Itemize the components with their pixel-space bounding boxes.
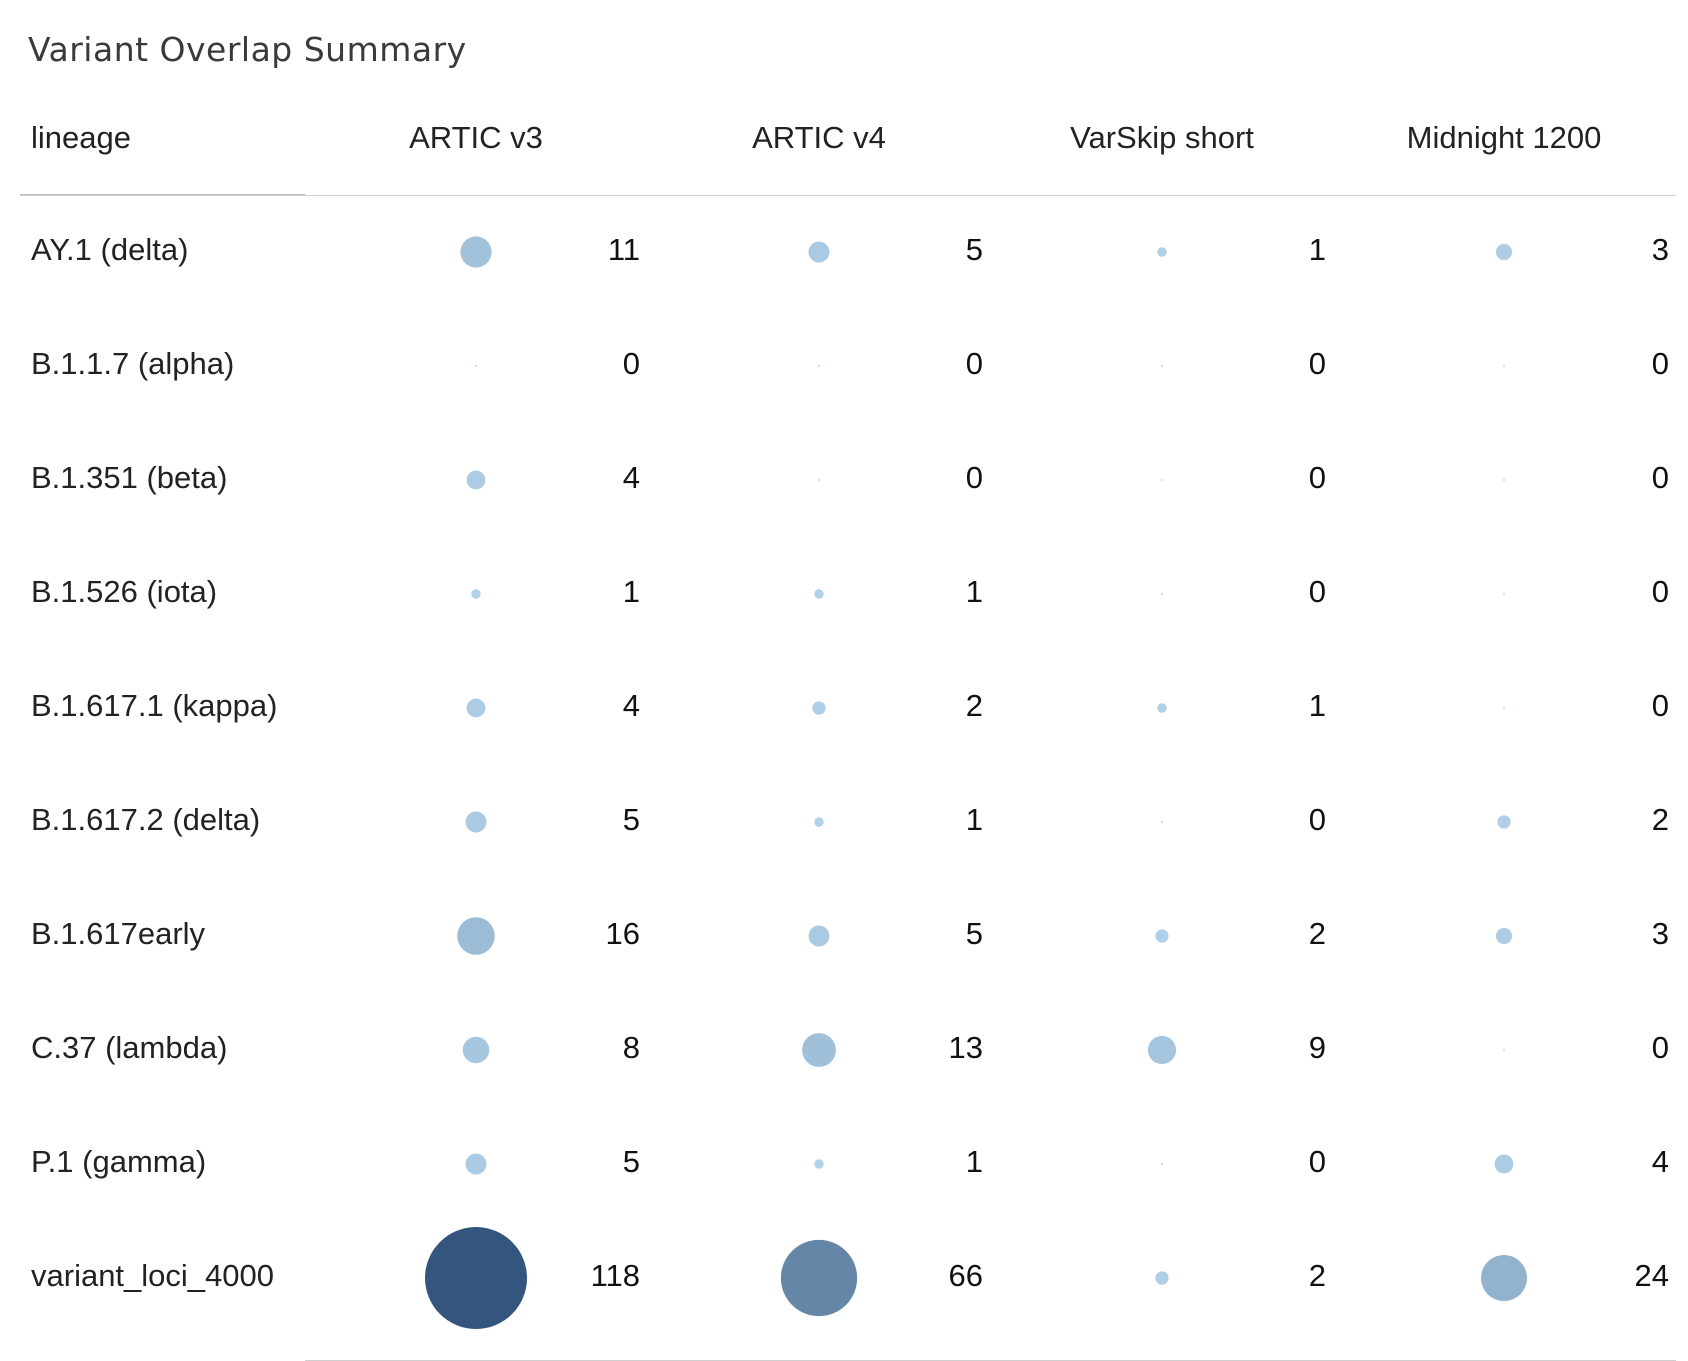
value-label: 1	[1308, 688, 1326, 723]
value-bubble	[817, 364, 821, 368]
value-bubble	[462, 1036, 490, 1064]
value-label: 0	[1651, 688, 1669, 723]
value-label: 11	[607, 232, 640, 267]
value-label: 2	[965, 688, 983, 723]
value-label: 0	[1308, 574, 1326, 609]
value-label: 118	[590, 1258, 640, 1293]
value-label: 0	[1651, 1030, 1669, 1065]
value-bubble	[1497, 815, 1511, 829]
value-bubble	[814, 1159, 824, 1169]
value-label: 0	[1651, 346, 1669, 381]
value-label: 1	[965, 1144, 983, 1179]
value-label: 0	[1308, 346, 1326, 381]
value-label: 0	[1651, 574, 1669, 609]
row-label: B.1.1.7 (alpha)	[31, 346, 235, 381]
value-label: 66	[948, 1258, 983, 1293]
value-label: 1	[1308, 232, 1326, 267]
value-label: 0	[1308, 1144, 1326, 1179]
value-bubble	[1494, 1154, 1514, 1174]
header-lineage: lineage	[31, 120, 131, 155]
value-bubble	[466, 698, 486, 718]
value-label: 16	[605, 916, 640, 951]
value-bubble	[474, 364, 478, 368]
value-bubble	[457, 917, 495, 955]
value-bubble	[465, 811, 487, 833]
value-bubble	[814, 817, 824, 827]
row-label: P.1 (gamma)	[31, 1144, 207, 1179]
value-bubble	[1157, 703, 1167, 713]
value-bubble	[1155, 1271, 1169, 1285]
value-bubble	[1480, 1254, 1528, 1302]
value-bubble	[425, 1227, 527, 1329]
value-bubble	[1495, 927, 1513, 945]
value-bubble	[1502, 592, 1506, 596]
value-label: 8	[622, 1030, 640, 1065]
value-label: 0	[965, 460, 983, 495]
row-label: variant_loci_4000	[31, 1258, 275, 1293]
value-bubble	[1147, 1035, 1177, 1065]
value-bubble	[780, 1239, 858, 1317]
value-label: 3	[1651, 232, 1669, 267]
value-bubble	[1160, 364, 1164, 368]
value-bubble	[466, 470, 486, 490]
value-label: 5	[965, 232, 983, 267]
row-label: B.1.351 (beta)	[31, 460, 228, 495]
value-label: 0	[1308, 802, 1326, 837]
value-bubble	[808, 241, 830, 263]
value-label: 5	[622, 802, 640, 837]
value-bubble	[817, 478, 821, 482]
value-bubble	[802, 1033, 836, 1067]
value-label: 1	[965, 574, 983, 609]
value-label: 0	[965, 346, 983, 381]
value-label: 13	[948, 1030, 983, 1065]
value-bubble	[1157, 247, 1167, 257]
value-label: 3	[1651, 916, 1669, 951]
value-label: 4	[1651, 1144, 1669, 1179]
value-bubble	[1502, 1048, 1506, 1052]
value-label: 0	[622, 346, 640, 381]
value-bubble	[1502, 706, 1506, 710]
value-bubble	[1495, 243, 1513, 261]
value-bubble	[1502, 364, 1506, 368]
value-label: 2	[1308, 1258, 1326, 1293]
value-bubble	[1160, 1162, 1164, 1166]
value-label: 2	[1651, 802, 1669, 837]
value-bubble	[465, 1153, 487, 1175]
header-column: VarSkip short	[1070, 120, 1254, 155]
header-divider-accent	[20, 194, 305, 195]
row-label: B.1.617.2 (delta)	[31, 802, 261, 837]
value-label: 4	[622, 460, 640, 495]
value-label: 0	[1308, 460, 1326, 495]
header-column: Midnight 1200	[1406, 120, 1602, 155]
row-label: C.37 (lambda)	[31, 1030, 228, 1065]
value-label: 2	[1308, 916, 1326, 951]
header-divider	[20, 195, 1676, 196]
value-bubble	[1155, 929, 1169, 943]
value-label: 5	[622, 1144, 640, 1179]
row-label: AY.1 (delta)	[31, 232, 189, 267]
value-label: 9	[1308, 1030, 1326, 1065]
row-label: B.1.617.1 (kappa)	[31, 688, 278, 723]
value-label: 24	[1634, 1258, 1669, 1293]
value-bubble	[1160, 478, 1164, 482]
value-bubble	[808, 925, 830, 947]
header-column: ARTIC v3	[409, 120, 543, 155]
value-label: 1	[965, 802, 983, 837]
header-column: ARTIC v4	[752, 120, 886, 155]
value-bubble	[812, 701, 826, 715]
value-bubble	[1502, 478, 1506, 482]
value-label: 0	[1651, 460, 1669, 495]
value-bubble	[1160, 592, 1164, 596]
value-bubble	[814, 589, 824, 599]
row-label: B.1.617early	[31, 916, 206, 951]
value-label: 4	[622, 688, 640, 723]
chart-title: Variant Overlap Summary	[28, 30, 467, 69]
row-label: B.1.526 (iota)	[31, 574, 218, 609]
value-label: 1	[622, 574, 640, 609]
value-label: 5	[965, 916, 983, 951]
value-bubble	[471, 589, 481, 599]
value-bubble	[460, 236, 492, 268]
value-bubble	[1160, 820, 1164, 824]
